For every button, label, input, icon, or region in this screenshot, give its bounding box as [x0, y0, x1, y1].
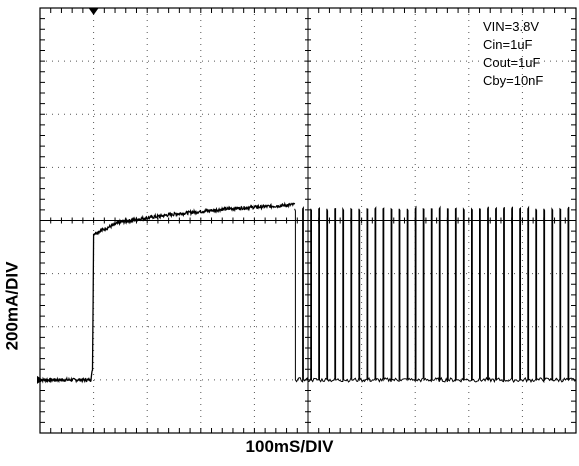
annotation-cby: Cby=10nF — [483, 73, 544, 88]
annotation-cout: Cout=1uF — [483, 55, 541, 70]
pulse-train-trace — [294, 205, 577, 384]
current-trace — [39, 201, 296, 384]
ground-marker-icon — [37, 375, 43, 384]
y-axis-label-wrap: 200mA/DIV — [0, 226, 24, 386]
annotation-vin: VIN=3.8V — [483, 19, 540, 34]
trigger-marker-icon — [88, 8, 99, 15]
annotation-block: VIN=3.8V Cin=1uF Cout=1uF Cby=10nF — [483, 18, 543, 90]
annotation-cin: Cin=1uF — [483, 37, 533, 52]
y-axis-label: 200mA/DIV — [2, 261, 22, 351]
x-axis-label: 100mS/DIV — [245, 437, 334, 456]
